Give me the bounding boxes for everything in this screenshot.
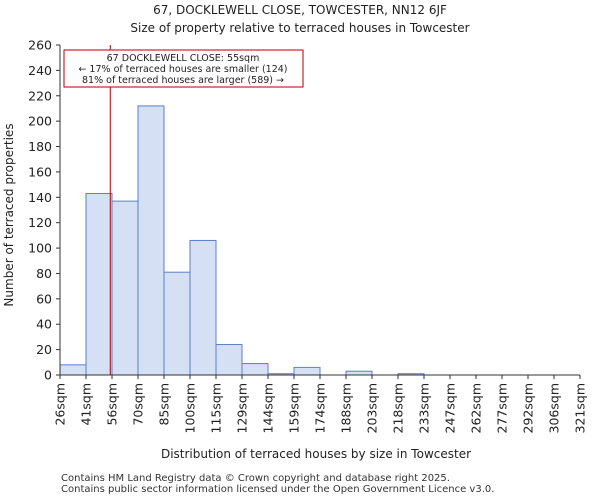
x-tick-label: 247sqm — [443, 383, 458, 433]
y-tick-label: 40 — [36, 317, 52, 332]
y-axis-label: Number of terraced properties — [2, 123, 16, 306]
y-tick-label: 220 — [28, 88, 52, 103]
x-tick-label: 306sqm — [547, 383, 562, 433]
x-tick-label: 218sqm — [391, 383, 406, 433]
bar-26sqm — [59, 364, 87, 376]
bar-115sqm — [215, 344, 243, 376]
y-tick-label: 120 — [28, 215, 52, 230]
y-tick-label: 200 — [28, 114, 52, 129]
x-tick-label: 144sqm — [261, 383, 276, 433]
bar-56sqm — [111, 200, 139, 376]
y-tick-label: 0 — [44, 368, 52, 383]
x-tick-label: 115sqm — [209, 383, 224, 433]
y-tick-label: 240 — [28, 63, 52, 78]
annotation-line-1: 67 DOCKLEWELL CLOSE: 55sqm — [107, 53, 260, 64]
annotation-box: 67 DOCKLEWELL CLOSE: 55sqm ← 17% of terr… — [63, 49, 304, 88]
y-tick-label: 180 — [28, 139, 52, 154]
annotation-line-3: 81% of terraced houses are larger (589) … — [82, 75, 284, 86]
bar-100sqm — [189, 239, 217, 376]
bar-159sqm — [293, 366, 321, 376]
x-tick-label: 292sqm — [521, 383, 536, 433]
x-tick-label: 100sqm — [183, 383, 198, 433]
bars-group — [59, 105, 425, 376]
annotation-line-2: ← 17% of terraced houses are smaller (12… — [78, 64, 287, 75]
y-tick-label: 140 — [28, 190, 52, 205]
x-axis: 26sqm 41sqm 56sqm 70sqm 85sqm 100sqm 115sqm 129… — [53, 374, 588, 433]
x-tick-label: 233sqm — [417, 383, 432, 433]
bar-85sqm — [163, 271, 191, 376]
x-tick-label: 174sqm — [313, 383, 328, 433]
x-tick-label: 277sqm — [495, 383, 510, 433]
x-tick-label: 26sqm — [53, 383, 68, 426]
x-tick-label: 70sqm — [131, 383, 146, 426]
y-tick-label: 100 — [28, 241, 52, 256]
x-tick-label: 129sqm — [235, 383, 250, 433]
annotation-border — [63, 49, 304, 88]
y-tick-label: 160 — [28, 164, 52, 179]
y-axis: 0 20 40 60 80 100 120 140 160 180 200 220 240 260 — [28, 38, 61, 383]
y-tick-label: 20 — [36, 342, 52, 357]
bar-41sqm — [85, 193, 113, 376]
footer-line-2: Contains public sector information licen… — [61, 484, 495, 495]
x-tick-label: 56sqm — [105, 383, 120, 426]
x-tick-label: 262sqm — [469, 383, 484, 433]
bar-188sqm — [345, 370, 373, 376]
y-tick-label: 260 — [28, 38, 52, 53]
x-tick-label: 159sqm — [287, 383, 302, 433]
chart-title: 67, DOCKLEWELL CLOSE, TOWCESTER, NN12 6J… — [153, 3, 447, 17]
y-tick-label: 80 — [36, 266, 52, 281]
footer-line-1: Contains HM Land Registry data © Crown c… — [61, 473, 450, 484]
bar-70sqm — [137, 105, 165, 376]
bar-129sqm — [241, 363, 269, 376]
y-tick-label: 60 — [36, 291, 52, 306]
x-tick-label: 41sqm — [79, 383, 94, 426]
chart-subtitle: Size of property relative to terraced ho… — [130, 21, 469, 35]
x-tick-label: 203sqm — [365, 383, 380, 433]
x-tick-label: 321sqm — [573, 383, 588, 433]
x-tick-label: 85sqm — [157, 383, 172, 426]
x-axis-label: Distribution of terraced houses by size … — [161, 447, 471, 461]
x-tick-label: 188sqm — [339, 383, 354, 433]
